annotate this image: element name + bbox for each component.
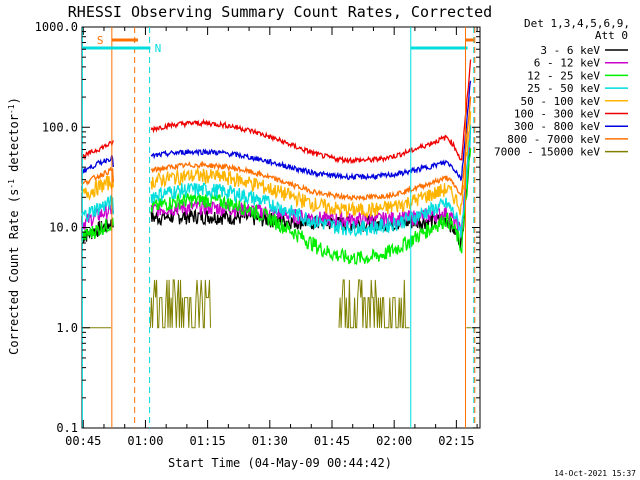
x-tick-label: 01:15 xyxy=(190,434,226,448)
night-label: N xyxy=(155,42,162,55)
x-axis-ticks: 00:45 01:00 01:15 01:30 01:45 02:00 02:15 xyxy=(65,27,478,448)
x-tick-label: 00:45 xyxy=(65,434,101,448)
x-tick-label: 01:30 xyxy=(252,434,288,448)
x-tick-label: 02:00 xyxy=(376,434,412,448)
legend-label: 12 - 25 keV xyxy=(527,69,600,82)
chart-title: RHESSI Observing Summary Count Rates, Co… xyxy=(68,3,492,21)
y-tick-label: 0.1 xyxy=(56,421,78,435)
legend-header-attenuator: Att 0 xyxy=(595,29,628,42)
x-tick-label: 01:00 xyxy=(127,434,163,448)
legend-label: 25 - 50 keV xyxy=(527,82,600,95)
footer-timestamp: 14-Oct-2021 15:37 xyxy=(554,469,636,478)
y-tick-label: 100.0 xyxy=(42,120,78,134)
y-tick-label: 1000.0 xyxy=(35,20,78,34)
y-axis-ticks: 0.1 1.0 10.0 100.0 1000.0 xyxy=(35,20,480,435)
event-markers: SN xyxy=(81,27,476,428)
legend-label: 800 - 7000 keV xyxy=(507,133,600,146)
series-line xyxy=(81,148,472,266)
legend-label: 7000 - 15000 keV xyxy=(494,146,600,159)
x-tick-label: 02:15 xyxy=(438,434,474,448)
legend-label: 3 - 6 keV xyxy=(540,44,600,57)
y-tick-label: 10.0 xyxy=(49,221,78,235)
legend-header-detectors: Det 1,3,4,5,6,9, xyxy=(524,17,630,30)
saa-label: S xyxy=(97,34,104,47)
legend-label: 6 - 12 keV xyxy=(534,57,601,70)
y-tick-label: 1.0 xyxy=(56,321,78,335)
legend-label: 50 - 100 keV xyxy=(521,95,601,108)
series-line xyxy=(81,111,472,218)
legend-label: 100 - 300 keV xyxy=(514,108,600,121)
series-line xyxy=(81,59,472,165)
series-line xyxy=(81,96,472,202)
y-axis-label: Corrected Count Rate (s-1 detector-1) xyxy=(7,97,21,355)
series-line xyxy=(82,279,472,329)
x-tick-label: 01:45 xyxy=(314,434,350,448)
plot-area xyxy=(81,26,481,429)
x-axis-label: Start Time (04-May-09 00:44:42) xyxy=(168,456,392,470)
series-line xyxy=(81,80,472,181)
legend-label: 300 - 800 keV xyxy=(514,120,600,133)
series-line xyxy=(81,124,472,238)
